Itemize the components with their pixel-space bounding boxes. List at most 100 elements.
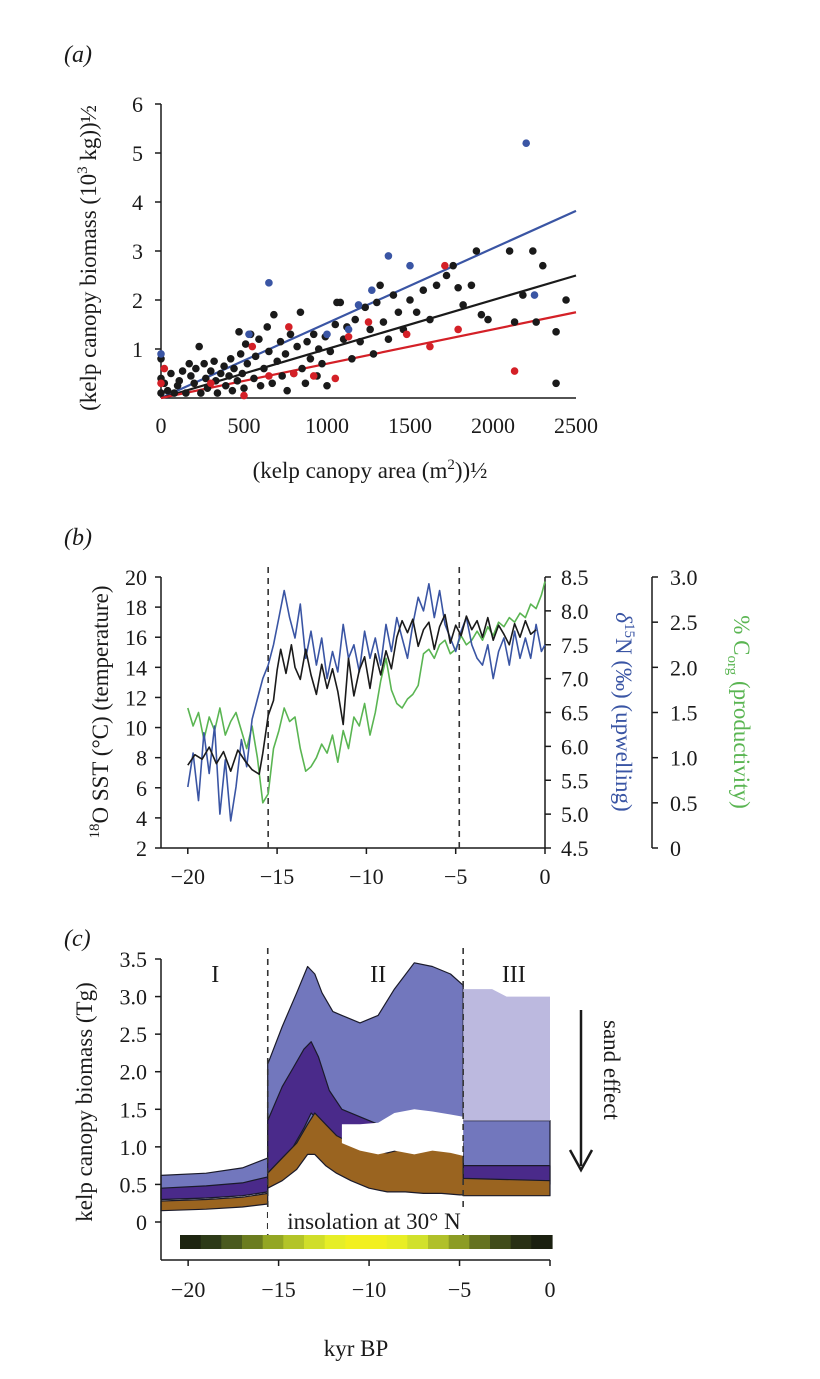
panel-b-left-tick-label: 4 <box>136 806 147 831</box>
scatter-point <box>210 357 218 366</box>
panel-c-y-tick-label: 2.0 <box>120 1060 148 1085</box>
insolation-segment <box>304 1235 326 1249</box>
insolation-segment <box>428 1235 450 1249</box>
scatter-point <box>361 303 369 312</box>
scatter-point <box>454 325 462 334</box>
scatter-point <box>562 296 570 304</box>
panel-b-right1-tick-label: 8.0 <box>561 599 589 624</box>
scatter-point <box>226 355 235 363</box>
scatter-point <box>364 318 373 326</box>
scatter-point <box>402 330 411 339</box>
panel-b-right2-tick-label: 0.5 <box>670 791 698 816</box>
panel-b-tick-labels: 2 4 6 8 10 12 14 16 18 20 4.5 5.0 5.5 6.0 6.5 7.0 7.5 8.0… <box>125 565 698 889</box>
scatter-point <box>260 364 268 373</box>
panel-b-axes <box>155 567 658 854</box>
scatter-point <box>309 372 318 380</box>
scatter-point <box>356 337 365 346</box>
scatter-point <box>197 389 205 397</box>
insolation-segment <box>345 1235 367 1249</box>
panel-b-x-tick-label: −5 <box>444 864 467 889</box>
scatter-point <box>376 281 384 290</box>
sand-effect-label: sand effect <box>599 1020 624 1120</box>
scatter-point <box>442 271 451 280</box>
insolation-segment <box>324 1235 346 1249</box>
scatter-point <box>170 389 179 397</box>
panel-b-right1-tick-label: 5.5 <box>561 768 589 793</box>
scatter-point <box>248 342 257 351</box>
insolation-segment <box>180 1235 202 1249</box>
insolation-segment <box>407 1235 429 1249</box>
scatter-point <box>373 298 381 307</box>
scatter-point <box>157 389 165 397</box>
scatter-point <box>484 315 492 324</box>
scatter-point <box>207 367 215 375</box>
scatter-point <box>519 291 527 299</box>
scatter-point <box>221 381 230 390</box>
scatter-point <box>182 389 190 397</box>
panel-b-left-tick-label: 8 <box>136 746 147 771</box>
panel-b-x-tick-label: 0 <box>540 864 551 889</box>
panel-a-y-axis-label: (kelp canopy biomass (103 kg))½ <box>75 105 101 411</box>
panel-b-right-axis-1-label: δ15N (‰) (upwelling) <box>611 612 637 811</box>
scatter-point <box>230 364 238 373</box>
scatter-point <box>286 330 295 339</box>
scatter-point <box>336 298 345 307</box>
scatter-point <box>505 247 514 255</box>
panel-b-left-tick-label: 2 <box>136 836 147 861</box>
scatter-point <box>379 318 388 326</box>
fit-line <box>160 311 577 400</box>
scatter-point <box>368 286 376 295</box>
scatter-point <box>467 281 476 290</box>
scatter-point <box>459 301 467 309</box>
scatter-point <box>348 355 356 363</box>
panel-a-x-tick-label: 1000 <box>305 413 349 438</box>
insolation-segment <box>283 1235 305 1249</box>
scatter-point <box>265 279 273 287</box>
panel-b-left-tick-label: 18 <box>125 595 147 620</box>
panel-b-right2-tick-label: 3.0 <box>670 565 698 590</box>
panel-c-y-tick-label: 0.5 <box>120 1172 148 1197</box>
scatter-point <box>265 347 273 356</box>
panel-c-y-tick-label: 3.0 <box>120 985 148 1010</box>
scatter-point <box>344 332 353 341</box>
scatter-point <box>529 247 537 255</box>
scatter-point <box>303 337 311 346</box>
scatter-point <box>449 261 457 270</box>
panel-b-label: (b) <box>64 525 92 551</box>
insolation-segment <box>510 1235 532 1249</box>
insolation-label: insolation at 30° N <box>287 1209 461 1234</box>
scatter-point <box>344 325 353 334</box>
scatter-point <box>301 379 310 388</box>
panel-c-y-axis-label: kelp canopy biomass (Tg) <box>72 982 97 1222</box>
insolation-segment <box>200 1235 222 1249</box>
scatter-point <box>510 367 519 375</box>
panel-a-x-tick-label: 2500 <box>554 413 598 438</box>
scatter-point <box>241 340 250 348</box>
panel-c-x-tick-label: 0 <box>545 1277 556 1302</box>
scatter-point <box>326 347 335 356</box>
panel-c-y-tick-label: 1.5 <box>120 1097 148 1122</box>
fit-line <box>160 209 577 400</box>
panel-a-tick-labels: 1 2 3 4 5 6 0 500 1000 1500 2000 2500 <box>132 92 598 438</box>
scatter-point <box>202 374 210 383</box>
scatter-point <box>331 320 340 329</box>
panel-b-right1-tick-label: 6.0 <box>561 734 589 759</box>
panel-c-x-tick-label: −10 <box>352 1277 386 1302</box>
panel-a-y-tick-label: 3 <box>132 239 143 264</box>
panel-a-y-tick-label: 4 <box>132 190 143 215</box>
scatter-point <box>270 310 278 319</box>
insolation-segment <box>242 1235 264 1249</box>
panel-b-series-line <box>187 613 537 776</box>
panel-b-right1-tick-label: 4.5 <box>561 836 589 861</box>
scatter-point <box>432 281 441 290</box>
scatter-point <box>331 374 340 383</box>
insolation-segment <box>490 1235 512 1249</box>
panel-b-right1-tick-label: 7.0 <box>561 667 589 692</box>
scatter-point <box>419 286 428 295</box>
scatter-point <box>366 325 374 334</box>
insolation-segment <box>366 1235 388 1249</box>
panel-c-area: (c) 0 0.5 1.0 1.5 2.0 2.5 3.0 3.5 −20 −15 −10 −5 0 I… <box>64 926 624 1361</box>
scatter-point <box>285 323 293 331</box>
panel-a-y-tick-label: 1 <box>132 337 143 362</box>
scatter-point <box>389 291 398 299</box>
